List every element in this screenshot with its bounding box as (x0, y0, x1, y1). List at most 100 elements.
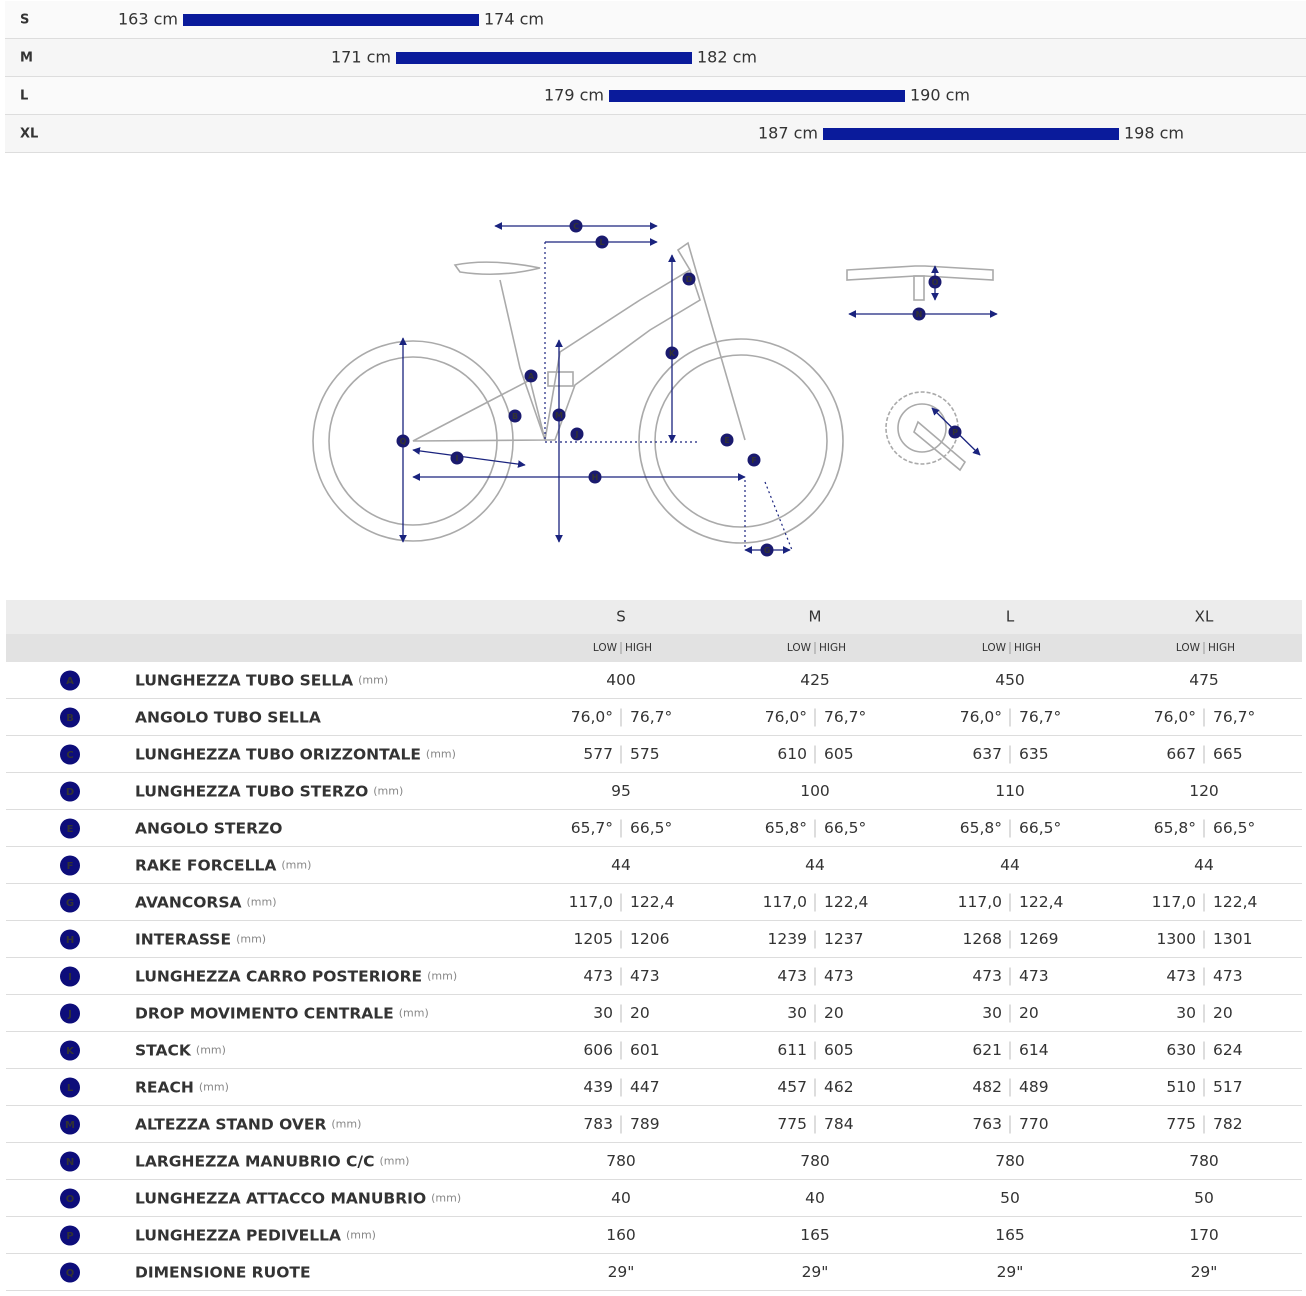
cell-low: 473 (583, 967, 613, 985)
cell-low: 65,8° (1154, 819, 1196, 837)
key-badge (60, 707, 80, 728)
cell-value: 44 (805, 856, 825, 874)
row-name: LUNGHEZZA CARRO POSTERIORE (135, 967, 422, 985)
height-max: 182 cm (697, 48, 757, 67)
key-letter: K (66, 1046, 75, 1057)
cell-high: 122,4 (1213, 893, 1257, 911)
row-unit: (mm) (196, 1044, 226, 1057)
row-unit: (mm) (199, 1081, 229, 1094)
cell-value: 450 (995, 671, 1025, 689)
cell-high: 789 (630, 1115, 660, 1133)
row-label: RAKE FORCELLA (mm) (135, 856, 311, 874)
subheader-row (6, 634, 1302, 662)
cell-low: 65,8° (960, 819, 1002, 837)
cell-low: 473 (1166, 967, 1196, 985)
key-letter: J (67, 1009, 72, 1020)
row-name: LUNGHEZZA TUBO STERZO (135, 782, 368, 800)
size-header: XL (1195, 608, 1214, 626)
dim-guide (764, 481, 793, 551)
cell-low: 510 (1166, 1078, 1196, 1096)
rear-triangle (412, 378, 547, 442)
cell-value: 50 (1194, 1189, 1214, 1207)
sub-header: HIGH (1208, 642, 1235, 654)
row-label: LUNGHEZZA ATTACCO MANUBRIO (mm) (135, 1189, 461, 1207)
row-unit: (mm) (399, 1007, 429, 1020)
marker-dot (552, 408, 566, 422)
marker-letter: M (555, 411, 563, 420)
row-name: AVANCORSA (135, 893, 242, 911)
cell-high: 473 (1213, 967, 1243, 985)
key-badge (60, 1151, 80, 1172)
cell-high: 605 (824, 1041, 854, 1059)
cell-value: 44 (1194, 856, 1214, 874)
cell-value: 29" (802, 1263, 829, 1281)
key-letter: I (68, 972, 72, 983)
key-letter: E (67, 824, 74, 835)
cell-high: 473 (824, 967, 854, 985)
marker-dot (760, 543, 774, 557)
cell-value: 165 (995, 1226, 1025, 1244)
marker-letter: O (932, 278, 939, 287)
marker-letter: G (764, 546, 771, 555)
cell-low: 117,0 (958, 893, 1002, 911)
cell-high: 20 (1019, 1004, 1039, 1022)
cell-value: 170 (1189, 1226, 1219, 1244)
row-label: REACH (mm) (135, 1078, 229, 1096)
cell-low: 482 (972, 1078, 1002, 1096)
marker-dot (570, 427, 584, 441)
cell-high: 66,5° (1213, 819, 1255, 837)
cell-low: 606 (583, 1041, 613, 1059)
header-row (6, 600, 1302, 634)
cell-low: 611 (777, 1041, 807, 1059)
cell-value: 29" (608, 1263, 635, 1281)
key-letter: O (66, 1194, 75, 1205)
sub-header: HIGH (1014, 642, 1041, 654)
row-name: LUNGHEZZA TUBO SELLA (135, 671, 353, 689)
marker-letter: F (751, 456, 756, 465)
cell-high: 122,4 (630, 893, 674, 911)
height-bar (609, 90, 905, 102)
cell-low: 783 (583, 1115, 613, 1133)
row-name: ANGOLO TUBO SELLA (135, 708, 321, 726)
sub-header: HIGH (819, 642, 846, 654)
cell-low: 76,0° (1154, 708, 1196, 726)
stem (913, 275, 925, 301)
row-label: LUNGHEZZA TUBO STERZO (mm) (135, 782, 403, 800)
row-unit: (mm) (358, 674, 388, 687)
cell-high: 1269 (1019, 930, 1058, 948)
cell-low: 457 (777, 1078, 807, 1096)
cell-low: 76,0° (960, 708, 1002, 726)
key-badge (60, 1188, 80, 1209)
cell-low: 1239 (768, 930, 807, 948)
key-badge (60, 744, 80, 765)
row-name: ALTEZZA STAND OVER (135, 1115, 326, 1133)
cell-low: 30 (1176, 1004, 1196, 1022)
cell-high: 575 (630, 745, 660, 763)
row-name: INTERASSE (135, 930, 231, 948)
key-badge (60, 966, 80, 987)
key-badge (60, 929, 80, 950)
row-label: LUNGHEZZA PEDIVELLA (mm) (135, 1226, 376, 1244)
row-name: ANGOLO STERZO (135, 819, 282, 837)
cell-value: 780 (995, 1152, 1025, 1170)
chainring-inner (897, 403, 947, 453)
cell-low: 473 (777, 967, 807, 985)
cell-high: 20 (630, 1004, 650, 1022)
row-name: DIMENSIONE RUOTE (135, 1263, 311, 1281)
height-min: 179 cm (544, 86, 604, 105)
cell-low: 667 (1166, 745, 1196, 763)
cell-low: 1300 (1157, 930, 1196, 948)
cell-low: 439 (583, 1078, 613, 1096)
dim-line (412, 447, 526, 468)
cell-value: 40 (805, 1189, 825, 1207)
cell-high: 605 (824, 745, 854, 763)
row-unit: (mm) (431, 1192, 461, 1205)
marker-letter: D (686, 275, 693, 284)
cell-value: 425 (800, 671, 830, 689)
cell-high: 770 (1019, 1115, 1049, 1133)
key-badge (60, 892, 80, 913)
marker-dot (682, 272, 696, 286)
